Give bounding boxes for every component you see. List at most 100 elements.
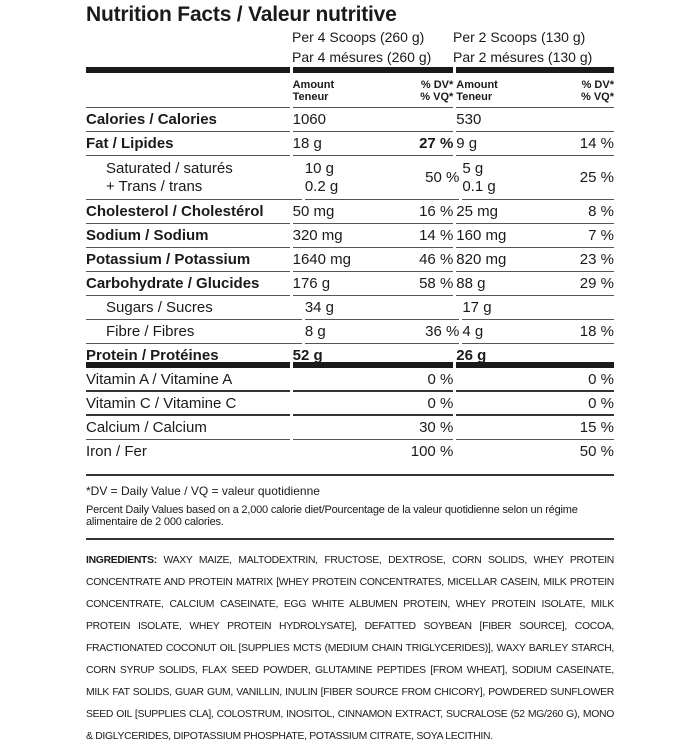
dv-2: 50 % — [579, 443, 614, 460]
nutrient-label: Calories / Calories — [86, 111, 217, 128]
nutrient-label: Sugars / Sucres — [106, 299, 213, 316]
serving-2-cell: 15 % — [456, 416, 614, 440]
amount-2: 160 mg — [456, 227, 507, 244]
amount-2: 9 g — [456, 135, 478, 152]
label-cell: Sugars / Sucres — [86, 296, 302, 320]
vq-header: % VQ* — [420, 91, 454, 103]
amount-2: 17 g — [462, 299, 492, 316]
serving-1-en: Per 4 Scoops (260 g) — [292, 29, 425, 45]
serving-2-cell: 25 mg 8 % — [456, 200, 614, 224]
label-cell: Protein / Protéines — [86, 344, 290, 368]
dv-2: 8 % — [588, 203, 614, 220]
amount-1: 1060 — [292, 111, 326, 128]
nutrient-label: Vitamin A / Vitamine A — [86, 371, 233, 388]
label-cell: Vitamin A / Vitamine A — [86, 368, 290, 392]
serving-1-cell: 8 g 36 % — [304, 320, 460, 344]
serving-1-cell: 1640 mg 46 % — [292, 248, 454, 272]
nutrient-row: Calcium / Calcium 30 % 15 % — [86, 416, 614, 440]
serving-1-cell: 18 g 27 % — [292, 132, 454, 156]
label-cell: Sodium / Sodium — [86, 224, 290, 248]
dv-2: 14 % — [579, 135, 614, 152]
dv-1: 46 % — [419, 251, 454, 268]
dv-1: 100 % — [410, 443, 454, 460]
nutrient-label: Fibre / Fibres — [106, 323, 195, 340]
dv-1: 16 % — [419, 203, 454, 220]
amount-2: 530 — [456, 111, 482, 128]
dv-1: 58 % — [419, 275, 454, 292]
label-title: Nutrition Facts / Valeur nutritive — [86, 3, 397, 26]
serving-2-cell: 88 g 29 % — [456, 272, 614, 296]
serving-2-cell: 9 g 14 % — [456, 132, 614, 156]
dv-1: 0 % — [427, 395, 454, 412]
amount-2: 26 g — [456, 347, 487, 364]
dv-2: 0 % — [588, 395, 614, 412]
nutrient-label: Sodium / Sodium — [86, 227, 209, 244]
serving-2-cell: 0 % — [456, 392, 614, 416]
amount-2: 88 g — [456, 275, 486, 292]
nutrient-row: Fat / Lipides 18 g 27 % 9 g 14 % — [86, 132, 614, 156]
amount-header: Amount — [292, 79, 335, 91]
amount-1: 52 g — [292, 347, 323, 364]
serving-size-fr: Par 4 mésures (260 g) Par 2 mésures (130… — [86, 47, 614, 67]
nutrient-row: Cholesterol / Cholestérol 50 mg 16 % 25 mg 8… — [86, 200, 614, 224]
amount-1: 18 g — [292, 135, 322, 152]
amount-2: 25 mg — [456, 203, 498, 220]
dv-2: 15 % — [579, 419, 614, 436]
ingredients-label: INGREDIENTS: — [86, 555, 157, 566]
nutrient-label: Vitamin C / Vitamine C — [86, 395, 237, 412]
nutrient-label: Calcium / Calcium — [86, 419, 207, 436]
label-cell: Calcium / Calcium — [86, 416, 290, 440]
dv-2: 23 % — [579, 251, 614, 268]
nutrient-row: Fibre / Fibres 8 g 36 % 4 g 18 % — [86, 320, 614, 344]
serving-2-cell: 160 mg 7 % — [456, 224, 614, 248]
serving-size-en: Per 4 Scoops (260 g) Per 2 Scoops (130 g… — [86, 27, 614, 47]
nutrition-facts-label: Nutrition Facts / Valeur nutritive Per 4… — [86, 0, 614, 748]
label-cell: Saturated / saturés + Trans / trans — [86, 156, 302, 200]
serving-2-cell: 0 % — [456, 368, 614, 392]
serving-2-cell: 5 g 0.1 g 25 % — [462, 156, 614, 200]
ingredients: INGREDIENTS: WAXY MAIZE, MALTODEXTRIN, F… — [86, 538, 614, 748]
nutrient-row: Calories / Calories 1060 530 — [86, 108, 614, 132]
nutrient-label: Saturated / saturés — [106, 160, 233, 177]
daily-value-note: Percent Daily Values based on a 2,000 ca… — [86, 504, 578, 528]
serving-1-cell: 52 g — [292, 344, 454, 368]
serving-1-cell: 50 mg 16 % — [292, 200, 454, 224]
ingredients-text: WAXY MAIZE, MALTODEXTRIN, FRUCTOSE, DEXT… — [86, 555, 614, 742]
nutrient-label: + Trans / trans — [106, 178, 203, 195]
serving-1-cell: 320 mg 14 % — [292, 224, 454, 248]
label-cell: Cholesterol / Cholestérol — [86, 200, 290, 224]
nutrient-label: Protein / Protéines — [86, 347, 219, 364]
serving-2-cell: 4 g 18 % — [462, 320, 614, 344]
nutrient-row: Vitamin A / Vitamine A 0 % 0 % — [86, 368, 614, 392]
amount-1: 176 g — [292, 275, 331, 292]
teneur-header: Teneur — [456, 91, 493, 103]
dv-2: 7 % — [588, 227, 614, 244]
dv-header: % DV* — [581, 79, 614, 91]
nutrient-row: Sugars / Sucres 34 g 17 g — [86, 296, 614, 320]
amount-2: 4 g — [462, 323, 484, 340]
nutrient-row: Potassium / Potassium 1640 mg 46 % 820 mg 23… — [86, 248, 614, 272]
amount-header: Amount — [456, 79, 498, 91]
serving-2-cell: 26 g — [456, 344, 614, 368]
dv-footnote: *DV = Daily Value / VQ = valeur quotidie… — [86, 484, 320, 498]
teneur-header: Teneur — [292, 91, 329, 103]
serving-2-cell: 820 mg 23 % — [456, 248, 614, 272]
serving-1-cell: 100 % — [293, 440, 454, 464]
column-header: Amount Teneur% DV*% VQ* Amount Teneur% DV*… — [86, 73, 614, 108]
amount-2: 0.1 g — [462, 178, 496, 195]
dv-1: 0 % — [427, 371, 454, 388]
serving-1-cell: 34 g — [304, 296, 460, 320]
dv-1: 14 % — [419, 227, 454, 244]
serving-2-cell: 50 % — [456, 440, 614, 464]
label-cell: Potassium / Potassium — [86, 248, 290, 272]
nutrient-row: Carbohydrate / Glucides 176 g 58 % 88 g 29 % — [86, 272, 614, 296]
nutrient-row: Vitamin C / Vitamine C 0 % 0 % — [86, 392, 614, 416]
nutrient-rows: Calories / Calories 1060 530 Fat / Lipides 1… — [86, 108, 614, 464]
nutrient-label: Potassium / Potassium — [86, 251, 251, 268]
dv-1: 27 % — [419, 135, 454, 152]
dv-2: 18 % — [579, 323, 614, 340]
vq-header: % VQ* — [580, 91, 614, 103]
nutrient-label: Iron / Fer — [86, 443, 147, 460]
nutrient-label: Cholesterol / Cholestérol — [86, 203, 264, 220]
amount-2: 820 mg — [456, 251, 507, 268]
